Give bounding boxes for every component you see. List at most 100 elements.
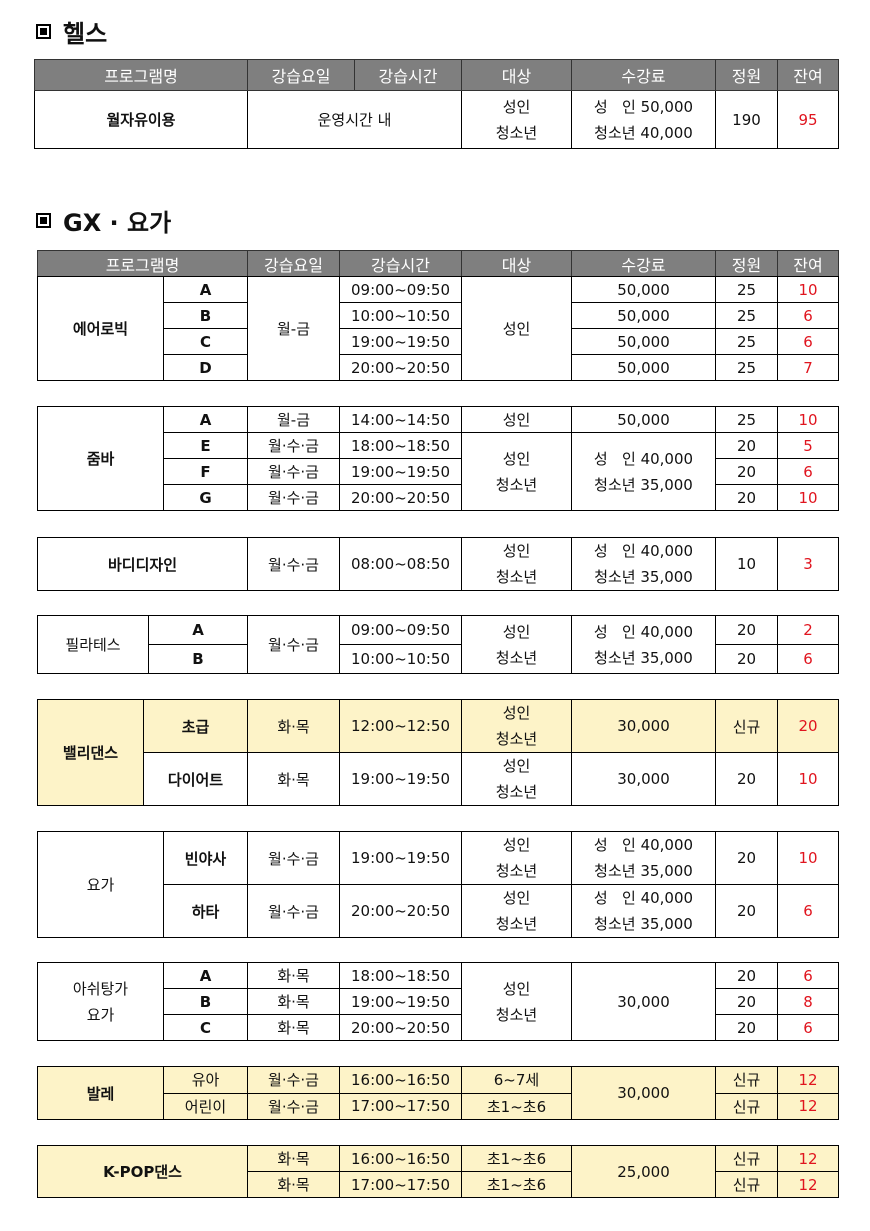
class-target-line: 청소년 bbox=[495, 648, 538, 667]
class-name: D bbox=[163, 354, 248, 381]
class-remaining: 20 bbox=[777, 699, 839, 753]
class-target-line: 청소년 bbox=[495, 915, 538, 933]
class-capacity: 신규 bbox=[715, 1171, 779, 1198]
table-row: 요가 빈야사 월·수·금 19:00~19:50 성인 청소년 성 인 40,000 청소년 … bbox=[37, 831, 839, 938]
header-fee: 수강료 bbox=[571, 250, 716, 277]
gx-section-title: GX · 요가 bbox=[36, 203, 171, 238]
class-remaining: 10 bbox=[777, 752, 839, 806]
table-row: 바디디자인 월·수·금 08:00~08:50 성인 청소년 성 인 40,000 청소년 … bbox=[36, 537, 840, 591]
remaining: 95 bbox=[777, 90, 839, 149]
program-name: 바디디자인 bbox=[36, 537, 249, 591]
health-title: 헬스 bbox=[63, 20, 108, 48]
class-name: B bbox=[163, 988, 248, 1015]
class-remaining: 2 bbox=[777, 615, 839, 645]
class-name: A bbox=[163, 276, 248, 303]
class-days: 화·목 bbox=[247, 1145, 341, 1172]
class-capacity: 20 bbox=[715, 962, 778, 989]
class-days: 월·수·금 bbox=[247, 1066, 340, 1094]
class-remaining: 12 bbox=[777, 1066, 839, 1094]
class-remaining: 5 bbox=[777, 432, 839, 459]
program-name: 월자유이용 bbox=[34, 90, 248, 149]
class-target: 초1~초6 bbox=[461, 1145, 573, 1172]
class-days: 월·수·금 bbox=[247, 458, 340, 485]
class-time: 10:00~10:50 bbox=[339, 302, 462, 329]
class-capacity: 신규 bbox=[715, 699, 778, 753]
class-fee: 성 인 40,000 청소년 35,000 bbox=[571, 884, 716, 938]
class-time: 09:00~09:50 bbox=[339, 276, 462, 303]
class-fee: 25,000 bbox=[571, 1145, 717, 1198]
class-capacity: 20 bbox=[715, 884, 778, 938]
class-target-line: 청소년 bbox=[495, 1005, 538, 1024]
class-remaining: 7 bbox=[777, 354, 839, 381]
class-name: 유아 bbox=[163, 1066, 248, 1094]
header-fee: 수강료 bbox=[571, 59, 716, 91]
square-bullet-icon bbox=[36, 213, 51, 228]
class-target: 성인 청소년 bbox=[461, 962, 572, 1041]
class-fee-line: 성 인 40,000 bbox=[593, 622, 694, 641]
class-target-line: 청소년 bbox=[495, 730, 538, 748]
table-row: 하타 월·수·금 20:00~20:50 성인 청소년 성 인 40,000 청소년 35,… bbox=[38, 884, 839, 938]
table-row: K-POP댄스 화·목 16:00~16:50 초1~초6 25,000 신규 12 bbox=[36, 1145, 840, 1198]
class-remaining: 6 bbox=[777, 884, 839, 938]
program-table: 아쉬탕가 요가 A 화·목 18:00~18:50 성인 청소년 30,000 20 6 B 화·목 1… bbox=[37, 962, 839, 1041]
class-target-line: 청소년 bbox=[495, 783, 538, 801]
class-capacity: 20 bbox=[715, 615, 778, 645]
class-target: 성인 청소년 bbox=[461, 831, 572, 885]
class-capacity: 25 bbox=[715, 328, 778, 355]
class-capacity: 신규 bbox=[715, 1066, 778, 1094]
class-remaining: 10 bbox=[777, 484, 839, 511]
class-name: F bbox=[163, 458, 248, 485]
class-name: 빈야사 bbox=[163, 831, 248, 885]
class-days: 화·목 bbox=[247, 1171, 341, 1198]
program-name-line: 요가 bbox=[86, 1005, 115, 1024]
class-time: 19:00~19:50 bbox=[339, 752, 462, 806]
class-capacity: 25 bbox=[715, 406, 778, 433]
class-fee-line: 청소년 35,000 bbox=[594, 915, 693, 933]
class-fee-line: 청소년 35,000 bbox=[594, 568, 693, 586]
program-name: 아쉬탕가 요가 bbox=[37, 962, 164, 1041]
class-days: 월·수·금 bbox=[247, 1092, 340, 1120]
class-time: 14:00~14:50 bbox=[339, 406, 462, 433]
gx-header-table: 프로그램명 강습요일 강습시간 대상 수강료 정원 잔여 bbox=[37, 250, 839, 277]
health-table: 프로그램명 강습요일 강습시간 대상 수강료 정원 잔여 월자유이용 운영시간 … bbox=[34, 59, 839, 149]
class-days: 월·수·금 bbox=[247, 537, 341, 591]
class-remaining: 10 bbox=[777, 831, 839, 885]
class-days: 월·수·금 bbox=[247, 831, 340, 885]
class-name: E bbox=[163, 432, 248, 459]
class-time: 09:00~09:50 bbox=[339, 615, 462, 645]
class-remaining: 10 bbox=[777, 406, 839, 433]
class-days: 월·수·금 bbox=[247, 432, 340, 459]
class-time: 17:00~17:50 bbox=[339, 1092, 462, 1120]
class-remaining: 6 bbox=[777, 302, 839, 329]
class-capacity: 신규 bbox=[715, 1092, 778, 1120]
class-capacity: 25 bbox=[715, 354, 778, 381]
class-capacity: 20 bbox=[715, 988, 778, 1015]
header-target: 대상 bbox=[461, 250, 572, 277]
class-time: 08:00~08:50 bbox=[339, 537, 463, 591]
class-capacity: 20 bbox=[715, 484, 778, 511]
program-table: 바디디자인 월·수·금 08:00~08:50 성인 청소년 성 인 40,000 청소년 … bbox=[36, 537, 840, 591]
class-time: 20:00~20:50 bbox=[339, 484, 462, 511]
fee-line: 청소년 40,000 bbox=[594, 123, 693, 142]
class-target: 초1~초6 bbox=[461, 1092, 572, 1120]
class-target: 6~7세 bbox=[461, 1066, 572, 1094]
class-name: A bbox=[148, 615, 248, 645]
class-target-line: 청소년 bbox=[495, 475, 538, 494]
class-capacity: 20 bbox=[715, 432, 778, 459]
table-row: 밸리댄스 초급 화·목 12:00~12:50 성인 청소년 30,000 신규 20 bbox=[37, 699, 839, 806]
class-capacity: 20 bbox=[715, 1014, 778, 1041]
table-row: 줌바 A 월-금 14:00~14:50 성인 50,000 25 10 bbox=[37, 406, 839, 511]
class-time: 19:00~19:50 bbox=[339, 458, 462, 485]
class-name: 초급 bbox=[143, 699, 248, 753]
header-remaining: 잔여 bbox=[777, 59, 839, 91]
class-fee: 성 인 40,000 청소년 35,000 bbox=[571, 537, 717, 591]
class-time: 18:00~18:50 bbox=[339, 962, 462, 989]
class-name: 하타 bbox=[163, 884, 248, 938]
class-remaining: 6 bbox=[777, 1014, 839, 1041]
program-table: 요가 빈야사 월·수·금 19:00~19:50 성인 청소년 성 인 40,000 청소년 … bbox=[37, 831, 839, 938]
class-time: 10:00~10:50 bbox=[339, 644, 462, 674]
header-capacity: 정원 bbox=[715, 250, 778, 277]
header-days: 강습요일 bbox=[247, 250, 340, 277]
program-name: 에어로빅 bbox=[37, 276, 164, 381]
class-target: 성인 청소년 bbox=[461, 699, 572, 753]
